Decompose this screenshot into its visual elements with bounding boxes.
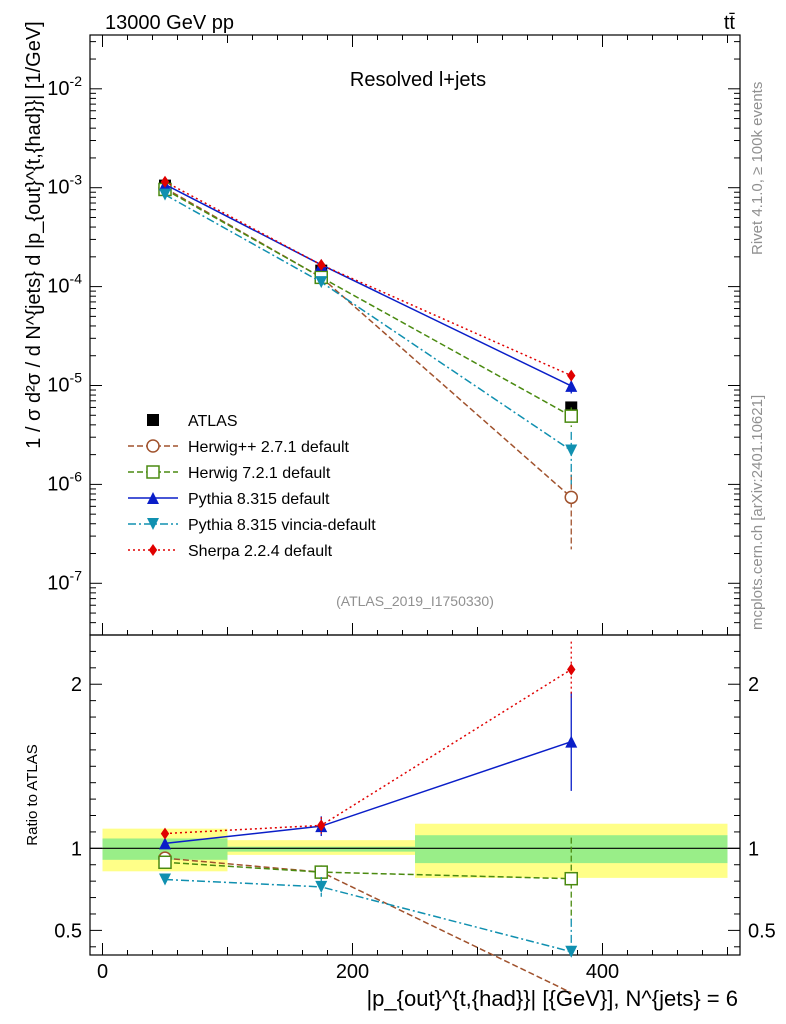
data-point [159,837,171,850]
series-line [164,183,572,387]
axes: 10-7 10-6 10-5 10-4 10-3 10-21 / σ d²σ / d N^… [23,21,776,1011]
series-pythia-8-315-vincia-default [159,873,578,958]
data-point [160,175,170,188]
main-y-tick-label: 10-4 [47,271,82,298]
ratio-y-tick-label-right: 2 [748,674,759,696]
data-point [314,865,328,879]
main-y-tick-label: 10-5 [47,369,82,396]
legend-entry: ATLAS [147,413,238,430]
x-tick-label: 400 [586,961,619,983]
legend-entry: Sherpa 2.2.4 default [128,543,333,560]
ratio-y-tick-label: 0.5 [54,920,82,942]
data-point [565,379,578,392]
legend-label: Herwig 7.2.1 default [188,465,331,482]
series-herwig-7-2-1-default [158,837,578,920]
legend-entry: Herwig++ 2.7.1 default [128,439,350,456]
legend-marker [148,544,158,556]
series-line [164,668,572,835]
rivet-version-label: Rivet 4.1.0, ≥ 100k events [749,82,766,255]
data-point [315,880,328,893]
legend-label: Pythia 8.315 vincia-default [188,517,376,534]
data-point [564,871,578,886]
mcplots-label: mcplots.cern.ch [arXiv:2401.10621] [749,395,766,630]
legend-label: ATLAS [188,413,238,430]
data-point [317,258,326,271]
data-point [315,276,328,289]
legend-marker [147,492,159,504]
x-tick-label: 200 [336,961,369,983]
data-point [159,188,171,201]
legend-label: Herwig++ 2.7.1 default [188,439,350,456]
data-point [565,945,578,958]
data-point [567,369,576,382]
energy-label: 13000 GeV pp [105,12,234,34]
data-point [158,855,172,870]
legend-entry: Pythia 8.315 vincia-default [128,517,376,534]
process-label: tt̄ [724,12,736,34]
series-sherpa-2-2-4-default [160,175,576,382]
series-atlas [159,179,578,414]
data-point [565,735,578,748]
ratio-y-tick-label-right: 1 [748,838,759,860]
data-point [567,663,576,676]
series-pythia-8-315-default [159,178,578,394]
ratio-y-tick-label: 2 [71,674,82,696]
x-tick-label: 0 [97,961,108,983]
main-y-tick-label: 10-3 [47,172,82,199]
series-line [164,187,572,498]
data-point [564,490,578,505]
series-pythia-8-315-vincia-default [159,188,578,485]
series-line [164,181,572,377]
legend-label: Sherpa 2.2.4 default [188,543,333,560]
ratio-y-tick-label-right: 0.5 [748,920,776,942]
series-line [164,188,572,417]
legend: ATLAS Herwig++ 2.7.1 default Herwig 7.2.1 … [128,413,376,560]
legend-marker [146,439,160,453]
x-axis-label: |p_{out}^{t,{had}}| [{GeV}], N^{jets} = … [366,986,738,1011]
data-point [317,819,326,832]
legend-label: Pythia 8.315 default [188,491,330,508]
main-y-tick-label: 10-2 [47,73,82,100]
series-sherpa-2-2-4-default [160,641,576,840]
ratio-y-tick-label: 1 [71,838,82,860]
ratio-frame [89,634,741,956]
plot-title: Resolved l+jets [350,69,486,91]
series-line [164,878,572,953]
legend-marker [146,465,160,479]
ratio-band-inner-1 [227,846,415,852]
ratio-panel-series [158,641,578,994]
data-point [160,827,170,840]
legend-entry: Pythia 8.315 default [128,491,330,508]
analysis-id: (ATLAS_2019_I1750330) [336,593,494,609]
main-y-tick-label: 10-6 [47,468,82,495]
labels: 13000 GeV pp tt̄ Resolved l+jets (ATLAS_… [105,12,766,630]
legend-entry: Herwig 7.2.1 default [128,465,331,482]
data-point [159,873,171,886]
main-y-tick-label: 10-7 [47,567,82,594]
legend-marker [147,518,159,530]
legend-marker [147,414,159,426]
main-y-axis-label: 1 / σ d²σ / d N^{jets} d |p_{out}^{t,{ha… [23,21,45,448]
main-panel-series [158,175,578,550]
ratio-uncertainty-bands [90,823,740,878]
data-point [565,444,578,457]
ratio-y-axis-label: Ratio to ATLAS [24,744,41,845]
data-point [564,409,578,423]
